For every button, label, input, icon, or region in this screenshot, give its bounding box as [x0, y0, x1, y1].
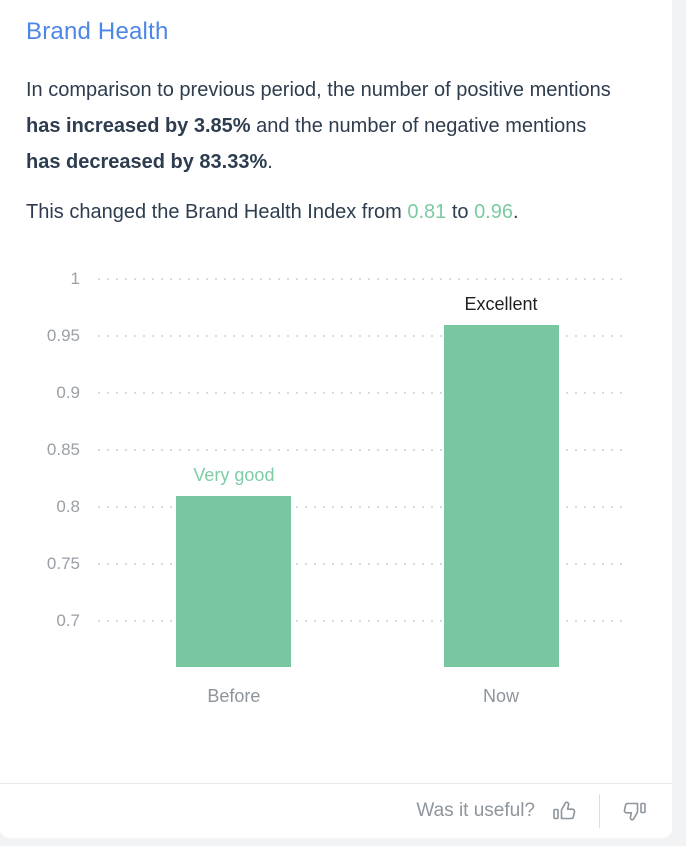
gridline [98, 506, 629, 509]
gridline [98, 563, 629, 566]
text-segment: This changed the Brand Health Index from [26, 201, 408, 223]
text-segment: has decreased by 83.33% [26, 151, 268, 173]
brand-health-card: Brand Health In comparison to previous p… [0, 0, 672, 838]
feedback-question: Was it useful? [416, 800, 535, 821]
gridline [98, 392, 629, 394]
text-segment: . [513, 201, 519, 223]
text-segment: . [267, 151, 273, 173]
bar-value-label: Very good [193, 464, 275, 485]
summary-paragraph: In comparison to previous period, the nu… [26, 72, 618, 180]
gridline [98, 620, 629, 623]
index-change-paragraph: This changed the Brand Health Index from… [26, 194, 618, 230]
y-axis-tick-label: 0.8 [56, 497, 80, 517]
thumbs-down-button[interactable] [620, 796, 650, 826]
bar-before[interactable] [176, 495, 292, 667]
x-axis-category-label: Now [483, 686, 520, 706]
gridline [98, 449, 629, 452]
gridline [98, 334, 629, 337]
text-segment: and the number of negative mentions [250, 115, 587, 137]
footer-divider [599, 794, 600, 828]
text-segment: 0.96 [474, 201, 513, 223]
y-axis-tick-label: 0.7 [56, 611, 80, 631]
card-title: Brand Health [26, 18, 169, 45]
x-axis-category-label: Before [207, 686, 261, 706]
feedback-footer: Was it useful? [0, 783, 672, 838]
thumbs-up-icon [551, 798, 577, 824]
bar-value-label: Excellent [464, 293, 538, 314]
text-segment: has increased by 3.85% [26, 115, 251, 137]
text-segment: In comparison to previous period, the nu… [26, 79, 611, 101]
plot-area: Very good Before Excellent Now [98, 264, 629, 706]
thumbs-down-icon [622, 798, 648, 824]
y-axis-tick-label: 0.95 [46, 325, 80, 345]
text-segment: 0.81 [407, 201, 447, 223]
y-axis-tick-label: 0.75 [46, 554, 80, 574]
text-segment: to [446, 201, 475, 223]
y-axis-tick-label: 1 [70, 268, 80, 288]
y-axis-tick-label: 0.9 [56, 383, 80, 402]
bar-now[interactable] [443, 324, 559, 667]
y-axis-tick-label: 0.85 [46, 440, 80, 460]
gridline [98, 277, 629, 280]
thumbs-up-button[interactable] [549, 796, 579, 826]
brand-health-bar-chart: 1 0.95 0.9 0.85 0.8 0.75 0.7 Very good Before Exc… [0, 264, 672, 716]
